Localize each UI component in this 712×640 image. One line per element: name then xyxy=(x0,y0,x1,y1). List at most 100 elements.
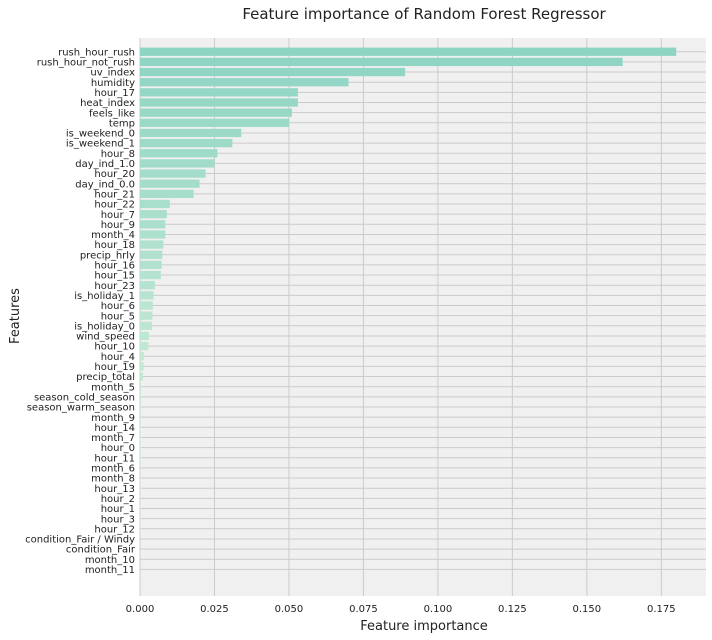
x-tick-label: 0.100 xyxy=(424,604,453,615)
y-tick-label: temp xyxy=(109,118,135,129)
y-tick-label: wind_speed xyxy=(76,332,135,343)
bar-hour-9 xyxy=(140,220,166,229)
x-tick-label: 0.075 xyxy=(349,604,378,615)
bar-hour-16 xyxy=(140,260,162,270)
bar-is-holiday-1 xyxy=(140,291,154,300)
bar-heat-index xyxy=(140,98,298,107)
bar-hour-21 xyxy=(140,189,194,198)
y-tick-label: hour_5 xyxy=(101,311,135,322)
bar-hour-10 xyxy=(140,341,149,351)
bar-season-cold-season xyxy=(140,392,141,401)
bar-precip-total xyxy=(140,372,143,381)
y-tick-label: condition_Fair xyxy=(66,545,136,556)
bar-is-weekend-0 xyxy=(140,128,242,138)
bar-hour-5 xyxy=(140,311,153,320)
y-tick-label: hour_15 xyxy=(94,271,135,282)
bar-is-weekend-1 xyxy=(140,138,233,148)
y-tick-label: month_6 xyxy=(91,464,135,475)
y-tick-label: hour_9 xyxy=(101,220,135,231)
bar-hour-17 xyxy=(140,88,298,97)
y-tick-label: rush_hour_not_rush xyxy=(37,58,135,69)
y-tick-label: hour_10 xyxy=(94,342,135,353)
y-tick-label: day_ind_1.0 xyxy=(75,159,135,170)
y-tick-labels: rush_hour_rushrush_hour_not_rushuv_index… xyxy=(25,47,136,576)
y-tick-label: month_10 xyxy=(85,555,135,566)
bar-hour-14 xyxy=(140,423,141,432)
bar-wind-speed xyxy=(140,331,149,341)
x-tick-label: 0.050 xyxy=(275,604,304,615)
bar-day-ind-1-0 xyxy=(140,159,215,168)
y-tick-label: month_9 xyxy=(91,413,135,424)
bar-feels-like xyxy=(140,108,292,117)
bar-humidity xyxy=(140,78,349,87)
y-tick-label: heat_index xyxy=(80,98,135,109)
bar-hour-0 xyxy=(140,443,141,452)
y-tick-label: month_5 xyxy=(91,382,135,393)
y-tick-label: is_weekend_1 xyxy=(66,139,135,150)
y-tick-label: humidity xyxy=(91,78,135,89)
bar-hour-11 xyxy=(140,453,141,462)
y-tick-label: hour_13 xyxy=(94,484,135,495)
y-tick-label: hour_1 xyxy=(101,504,135,515)
y-tick-label: hour_22 xyxy=(94,200,135,211)
y-tick-label: hour_23 xyxy=(94,281,135,292)
y-tick-label: hour_0 xyxy=(101,443,135,454)
y-tick-label: hour_7 xyxy=(101,210,135,221)
y-tick-label: condition_Fair / Windy xyxy=(25,535,135,546)
y-tick-label: precip_hrly xyxy=(80,250,135,261)
y-tick-label: hour_21 xyxy=(94,189,135,200)
bar-hour-4 xyxy=(140,352,144,361)
y-tick-label: hour_19 xyxy=(94,362,135,373)
y-tick-label: month_11 xyxy=(85,565,135,576)
y-tick-label: month_7 xyxy=(91,433,135,444)
x-tick-label: 0.150 xyxy=(573,604,602,615)
bar-season-warm-season xyxy=(140,402,141,412)
y-tick-label: uv_index xyxy=(90,68,135,79)
chart-title: Feature importance of Random Forest Regr… xyxy=(242,5,606,23)
x-tick-label: 0.125 xyxy=(498,604,527,615)
y-tick-label: hour_20 xyxy=(94,169,135,180)
bar-month-9 xyxy=(140,413,141,422)
y-tick-label: hour_14 xyxy=(94,423,135,434)
bar-temp xyxy=(140,118,289,127)
bar-hour-6 xyxy=(140,301,153,310)
bar-rush-hour-not-rush xyxy=(140,57,623,67)
bar-uv-index xyxy=(140,67,406,77)
bars xyxy=(140,47,677,533)
y-tick-label: month_8 xyxy=(91,474,135,485)
y-tick-label: month_4 xyxy=(91,230,135,241)
y-tick-label: season_cold_season xyxy=(34,392,135,403)
bar-hour-23 xyxy=(140,281,155,290)
y-tick-label: rush_hour_rush xyxy=(58,47,135,58)
x-axis-label: Feature importance xyxy=(360,619,488,634)
y-tick-label: feels_like xyxy=(89,108,135,119)
y-tick-label: hour_18 xyxy=(94,240,135,251)
y-tick-label: hour_2 xyxy=(101,494,135,505)
y-tick-label: is_weekend_0 xyxy=(66,129,135,140)
bar-month-7 xyxy=(140,433,141,442)
y-tick-label: hour_6 xyxy=(101,301,135,312)
y-tick-label: hour_12 xyxy=(94,524,135,535)
y-tick-label: season_warm_season xyxy=(27,403,135,414)
y-tick-label: day_ind_0.0 xyxy=(75,179,135,190)
bar-hour-22 xyxy=(140,199,170,209)
bar-hour-19 xyxy=(140,362,144,371)
bar-hour-15 xyxy=(140,270,161,280)
bar-month-4 xyxy=(140,230,166,239)
y-tick-label: is_holiday_1 xyxy=(74,291,135,302)
bar-hour-8 xyxy=(140,149,218,158)
x-tick-label: 0.025 xyxy=(200,604,229,615)
y-tick-label: hour_3 xyxy=(101,514,135,525)
x-tick-label: 0.175 xyxy=(647,604,676,615)
bar-hour-18 xyxy=(140,240,164,249)
y-tick-label: hour_16 xyxy=(94,261,135,272)
y-tick-label: hour_4 xyxy=(101,352,135,363)
x-tick-label: 0.000 xyxy=(126,604,155,615)
y-tick-label: hour_11 xyxy=(94,453,135,464)
bar-is-holiday-0 xyxy=(140,321,152,330)
bar-rush-hour-rush xyxy=(140,47,677,56)
bar-hour-20 xyxy=(140,169,206,178)
bar-hour-7 xyxy=(140,210,167,219)
